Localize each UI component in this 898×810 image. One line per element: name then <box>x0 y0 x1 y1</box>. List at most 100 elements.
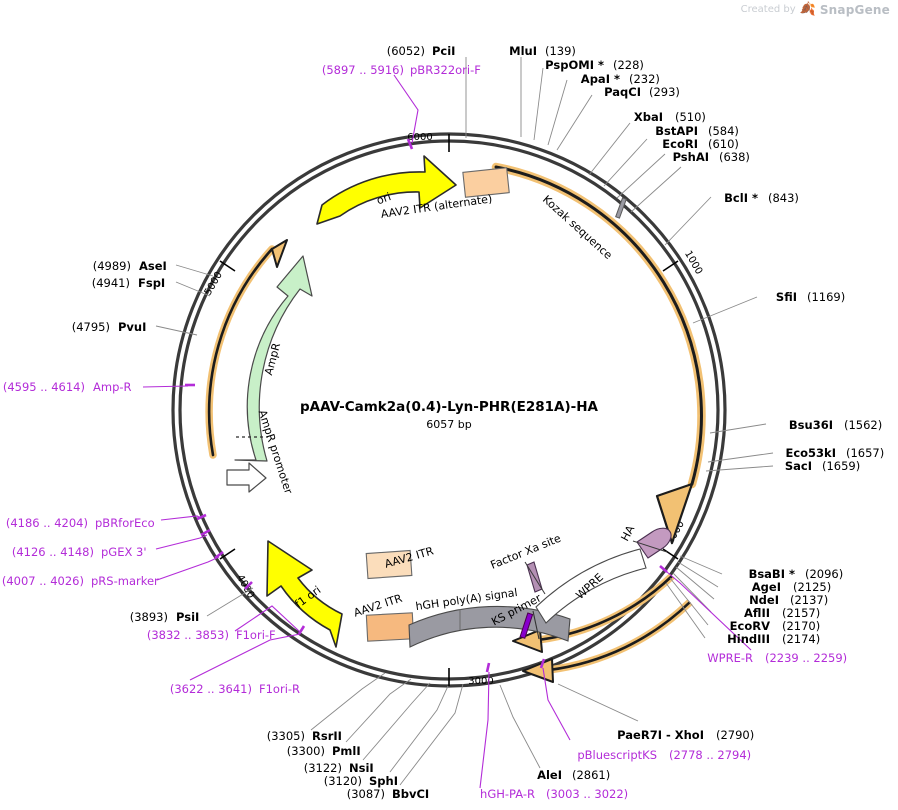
svg-text:(3003 .. 3022): (3003 .. 3022) <box>546 787 628 801</box>
enzyme-pos-apai: (232) <box>629 72 660 86</box>
label-pbrforeco[interactable]: (4186 .. 4204) pBRforEco <box>6 516 155 530</box>
enzyme-pos-ecori: (610) <box>708 137 739 151</box>
svg-text:PmlI: PmlI <box>332 744 361 758</box>
label-pspomi[interactable]: PspOMI * (228) <box>545 58 644 72</box>
enzyme-pos-ecorv: (2170) <box>782 619 820 633</box>
svg-text:(2096): (2096) <box>805 567 843 581</box>
svg-text:(3300): (3300) <box>287 744 325 758</box>
svg-text:(610): (610) <box>708 137 739 151</box>
primer-range-pgex3: (4126 .. 4148) <box>12 545 94 559</box>
label-ecori[interactable]: EcoRI (610) <box>662 137 739 151</box>
label-hgh-pa-r[interactable]: hGH-PA-R (3003 .. 3022) <box>480 787 628 801</box>
label-pgex3[interactable]: (4126 .. 4148) pGEX 3' <box>12 545 147 559</box>
label-agei[interactable]: AgeI (2125) <box>752 580 831 594</box>
enzyme-name-ndei: NdeI <box>749 593 779 607</box>
enzyme-pos-alei: (2861) <box>572 768 610 782</box>
label-pshai[interactable]: PshAI (638) <box>673 150 750 164</box>
enzyme-name-bsabi: BsaBI * <box>749 567 795 581</box>
label-pbluescriptks[interactable]: pBluescriptKS (2778 .. 2794) <box>577 748 751 762</box>
svg-text:FspI: FspI <box>138 276 165 290</box>
label-rsrii[interactable]: (3305) RsrII <box>267 729 342 743</box>
label-bsu36i[interactable]: Bsu36I (1562) <box>789 418 882 432</box>
label-ndei[interactable]: NdeI (2137) <box>749 593 828 607</box>
label-aflii[interactable]: AflII (2157) <box>744 606 820 620</box>
leader-lines-bottom <box>310 667 639 789</box>
label-asei[interactable]: (4989) AseI <box>93 259 167 273</box>
svg-text:Bsu36I: Bsu36I <box>789 418 833 432</box>
label-paer7i-xhoi[interactable]: PaeR7I - XhoI (2790) <box>617 728 754 742</box>
enzyme-name-nsii: NsiI <box>349 761 374 775</box>
svg-text:(232): (232) <box>629 72 660 86</box>
label-bbvci[interactable]: (3087) BbvCI <box>347 787 429 801</box>
svg-text:PciI: PciI <box>432 44 455 58</box>
enzyme-pos-sphi: (3120) <box>324 774 362 788</box>
label-nsii[interactable]: (3122) NsiI <box>304 761 374 775</box>
label-apai[interactable]: ApaI * (232) <box>581 72 660 86</box>
label-wpre-r[interactable]: WPRE-R (2239 .. 2259) <box>707 651 847 665</box>
label-sfii[interactable]: SfiI (1169) <box>776 290 845 304</box>
watermark-brand: SnapGene <box>819 2 890 17</box>
primer-name-hgh-pa-r: hGH-PA-R <box>480 787 535 801</box>
enzyme-name-sfii: SfiI <box>776 290 797 304</box>
label-bcli[interactable]: BclI * (843) <box>724 191 799 205</box>
svg-text:SfiI: SfiI <box>776 290 797 304</box>
svg-text:PshAI: PshAI <box>673 150 709 164</box>
svg-text:Amp-R: Amp-R <box>93 380 132 394</box>
enzyme-name-ecorv: EcoRV <box>730 619 770 633</box>
label-alei[interactable]: AleI (2861) <box>537 768 610 782</box>
label-paqci[interactable]: PaqCI (293) <box>604 85 680 99</box>
label-ecorv[interactable]: EcoRV (2170) <box>730 619 821 633</box>
enzyme-name-pvui: PvuI <box>118 320 146 334</box>
svg-text:NdeI: NdeI <box>749 593 779 607</box>
label-pcii[interactable]: (6052) PciI <box>387 44 456 58</box>
enzyme-pos-rsrii: (3305) <box>267 729 305 743</box>
svg-text:HindIII: HindIII <box>727 632 770 646</box>
enzyme-pos-hindiii: (2174) <box>782 632 820 646</box>
label-bstapi[interactable]: BstAPI (584) <box>655 124 739 138</box>
label-sphi[interactable]: (3120) SphI <box>324 774 398 788</box>
svg-text:(1657): (1657) <box>846 446 884 460</box>
label-bsabi[interactable]: BsaBI * (2096) <box>749 567 844 581</box>
enzyme-name-pspomi: PspOMI * <box>545 58 604 72</box>
svg-text:(1659): (1659) <box>822 459 860 473</box>
label-xbai[interactable]: XbaI (510) <box>634 110 706 124</box>
label-mlui[interactable]: MluI (139) <box>509 44 576 58</box>
label-pbr322ori-f[interactable]: (5897 .. 5916) pBR322ori-F <box>322 63 481 77</box>
tick-label-3000: 3000 <box>468 676 493 687</box>
label-eco53ki[interactable]: Eco53kI (1657) <box>785 446 884 460</box>
svg-text:(3122): (3122) <box>304 761 342 775</box>
enzyme-name-paqci: PaqCI <box>604 85 641 99</box>
enzyme-pos-agei: (2125) <box>793 580 831 594</box>
enzyme-name-ecori: EcoRI <box>662 137 698 151</box>
svg-text:pGEX 3': pGEX 3' <box>101 545 147 559</box>
svg-text:(6052): (6052) <box>387 44 425 58</box>
primer-range-f1ori-r: (3622 .. 3641) <box>170 682 252 696</box>
label-saci[interactable]: SacI (1659) <box>785 459 860 473</box>
enzyme-pos-paer7i-xhoi: (2790) <box>716 728 754 742</box>
feature-aav2-itr-lower: AAV2 ITR <box>365 544 435 580</box>
svg-text:(1562): (1562) <box>844 418 882 432</box>
primer-name-f1ori-r: F1ori-R <box>259 682 300 696</box>
label-f1ori-f[interactable]: (3832 .. 3853) F1ori-F <box>147 628 276 642</box>
label-pmli[interactable]: (3300) PmlI <box>287 744 361 758</box>
svg-text:pBR322ori-F: pBR322ori-F <box>410 63 481 77</box>
label-psii[interactable]: (3893) PsiI <box>130 610 200 624</box>
label-pvui[interactable]: (4795) PvuI <box>72 320 147 334</box>
label-hindiii[interactable]: HindIII (2174) <box>727 632 820 646</box>
svg-text:AseI: AseI <box>139 259 167 273</box>
enzyme-name-xbai: XbaI <box>634 110 663 124</box>
primer-name-pgex3: pGEX 3' <box>101 545 147 559</box>
enzyme-name-bcli: BclI * <box>724 191 758 205</box>
label-amp-r[interactable]: (4595 .. 4614) Amp-R <box>3 380 132 394</box>
label-fspi[interactable]: (4941) FspI <box>92 276 165 290</box>
feature-label-factor-xa-site: Factor Xa site <box>489 532 563 572</box>
primer-tick-marks <box>185 138 668 673</box>
primer-range-prs-marker: (4007 .. 4026) <box>2 574 84 588</box>
svg-text:(228): (228) <box>613 58 644 72</box>
enzyme-pos-pshai: (638) <box>719 150 750 164</box>
label-f1ori-r[interactable]: (3622 .. 3641) F1ori-R <box>170 682 300 696</box>
enzyme-name-apai: ApaI * <box>581 72 620 86</box>
label-prs-marker[interactable]: (4007 .. 4026) pRS-marker <box>2 574 159 588</box>
